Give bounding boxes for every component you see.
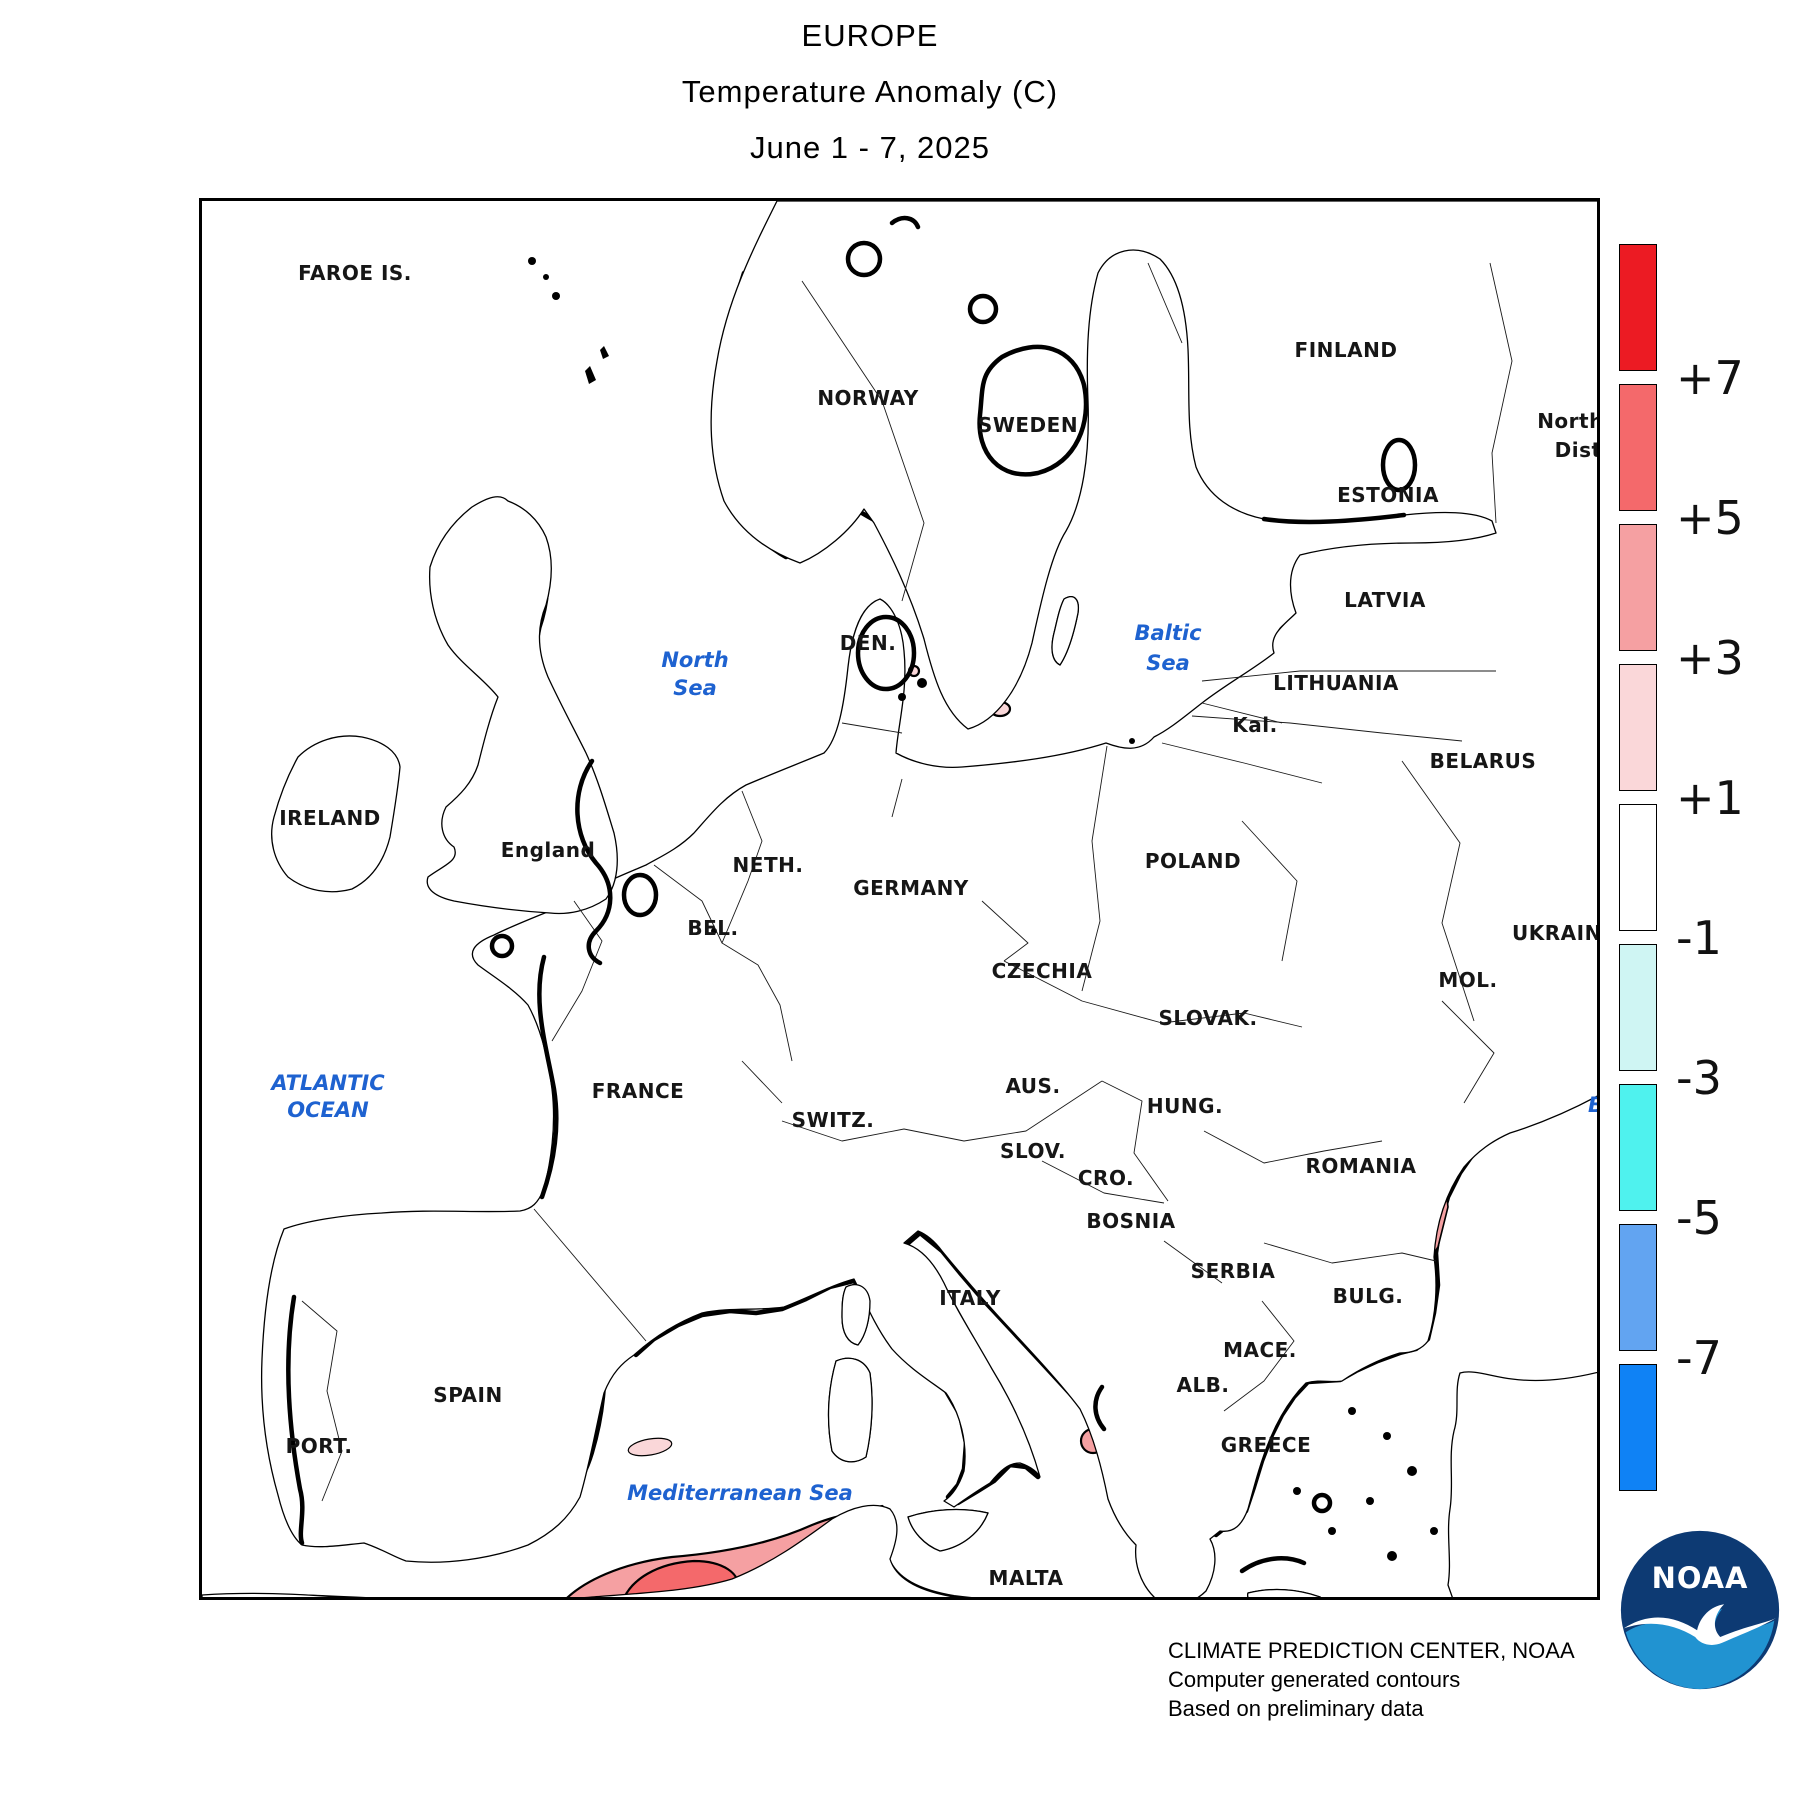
legend-segment-+5-to-+7 xyxy=(1619,384,1657,511)
legend-segment--3-to--1 xyxy=(1619,944,1657,1071)
legend-tick--1: -1 xyxy=(1676,910,1722,965)
footer-line2: Computer generated contours xyxy=(1168,1667,1461,1692)
legend-segment--1-to-+1 xyxy=(1619,804,1657,931)
legend-segment-above-+7 xyxy=(1619,244,1657,371)
footer-line3: Based on preliminary data xyxy=(1168,1696,1424,1721)
coastlines xyxy=(202,201,1597,1597)
page-title: EUROPE xyxy=(801,18,939,53)
footer-line1: CLIMATE PREDICTION CENTER, NOAA xyxy=(1168,1638,1575,1663)
legend-tick--3: -3 xyxy=(1676,1050,1722,1105)
noaa-logo-text: NOAA xyxy=(1652,1561,1749,1595)
legend-tick-+5: +5 xyxy=(1676,490,1744,545)
legend-segment--7-to--5 xyxy=(1619,1224,1657,1351)
page-date-range: June 1 - 7, 2025 xyxy=(749,130,991,165)
country-borders xyxy=(301,262,1513,1502)
legend-tick-+3: +3 xyxy=(1676,630,1744,685)
legend-tick-+7: +7 xyxy=(1676,350,1744,405)
noaa-logo-gull xyxy=(1623,1604,1777,1645)
thick-contours xyxy=(286,215,1418,1574)
legend-tick-+1: +1 xyxy=(1676,770,1744,825)
page-subtitle: Temperature Anomaly (C) xyxy=(681,74,1059,109)
title-block: EUROPE Temperature Anomaly (C) June 1 - … xyxy=(30,8,1710,176)
legend-tick--7: -7 xyxy=(1676,1330,1722,1385)
legend-tick--5: -5 xyxy=(1676,1190,1722,1245)
legend-segment-+3-to-+5 xyxy=(1619,524,1657,651)
map-canvas xyxy=(202,201,1597,1597)
europe-anomaly-map: FAROE IS. NORWAY SWEDEN FINLAND ESTONIA LATVI… xyxy=(199,198,1600,1600)
legend-segment-below--7 xyxy=(1619,1364,1657,1491)
legend-segment--5-to--3 xyxy=(1619,1084,1657,1211)
footer-credits: CLIMATE PREDICTION CENTER, NOAA Computer… xyxy=(1168,1636,1575,1723)
legend-segment-+1-to-+3 xyxy=(1619,664,1657,791)
islets xyxy=(528,257,1438,1561)
noaa-logo: NOAA xyxy=(1620,1530,1780,1690)
noaa-logo-wave xyxy=(1625,1609,1775,1690)
